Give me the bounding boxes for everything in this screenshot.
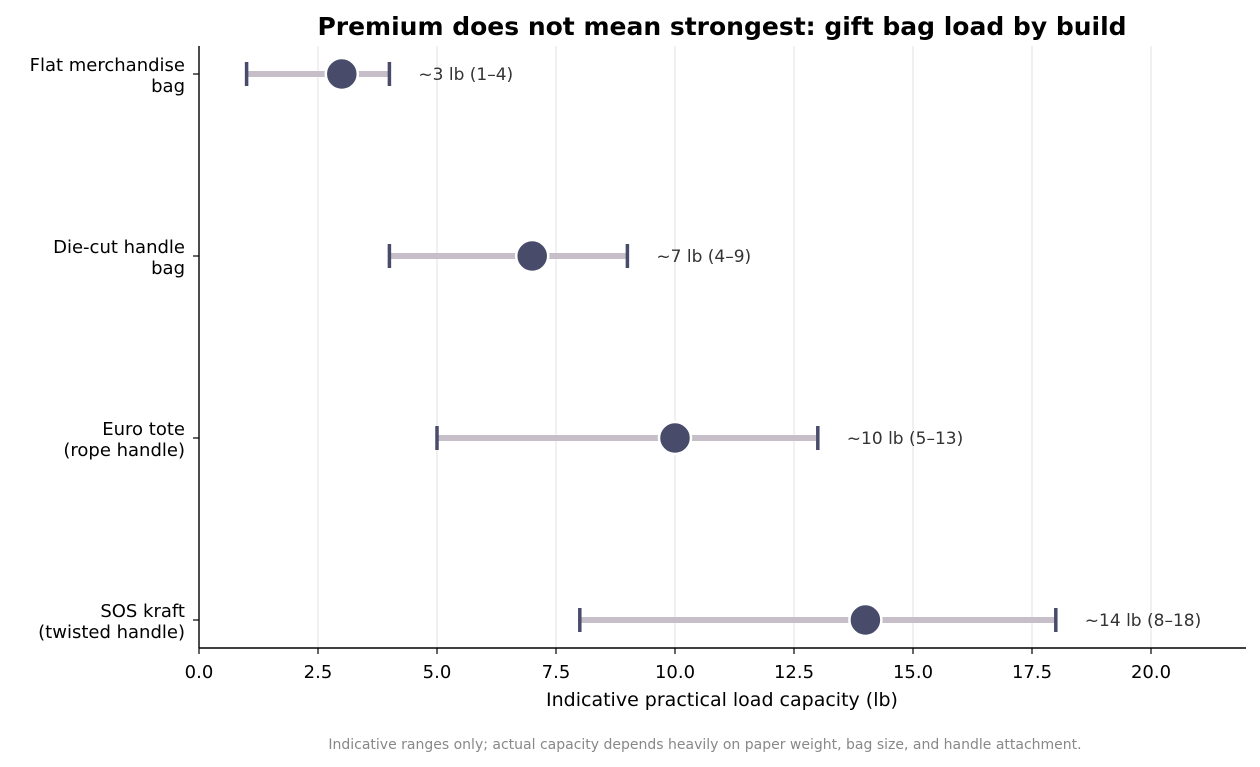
- grid-lines: [317, 46, 1152, 648]
- midpoint-dot: [514, 238, 550, 274]
- x-axis-label: Indicative practical load capacity (lb): [546, 689, 898, 711]
- category-label-line: Die-cut handle: [53, 237, 185, 258]
- category-label-line: (rope handle): [63, 440, 185, 461]
- chart-title: Premium does not mean strongest: gift ba…: [317, 12, 1126, 41]
- x-tick-label: 12.5: [774, 662, 814, 683]
- x-tick-label: 15.0: [893, 662, 933, 683]
- axes: [198, 46, 1246, 649]
- x-tick-label: 2.5: [304, 662, 333, 683]
- data-annotation: ~14 lb (8–18): [1085, 611, 1201, 631]
- category-label-line: bag: [151, 258, 185, 279]
- x-tick-label: 0.0: [185, 662, 214, 683]
- midpoint-dot: [848, 602, 883, 638]
- category-label-line: SOS kraft: [100, 601, 185, 622]
- category-label-line: Flat merchandise: [30, 55, 185, 76]
- range-bars: ~3 lb (1–4) ~7 lb (4–9) ~10 lb (5–13) ~14 l…: [244, 56, 1201, 638]
- midpoint-dot: [657, 420, 693, 456]
- midpoint-dot: [324, 56, 360, 92]
- x-tick-label: 5.0: [423, 662, 452, 683]
- category-label-line: bag: [151, 76, 185, 97]
- category-label-line: (twisted handle): [38, 622, 185, 643]
- x-tick-label: 20.0: [1131, 662, 1171, 683]
- category-label: SOS kraft (twisted handle): [38, 601, 185, 643]
- category-label: Euro tote (rope handle): [63, 419, 185, 461]
- x-tick-label: 10.0: [655, 662, 695, 683]
- data-annotation: ~7 lb (4–9): [656, 247, 751, 267]
- category-label-line: Euro tote: [102, 419, 185, 440]
- data-annotation: ~3 lb (1–4): [418, 65, 513, 85]
- x-tick-label: 17.5: [1012, 662, 1052, 683]
- x-tick-label: 7.5: [542, 662, 571, 683]
- data-annotation: ~10 lb (5–13): [847, 429, 963, 449]
- x-ticks: 0.0 2.5 5.0 7.5 10.0 12.5 15.0 17.5 20.0: [185, 648, 1171, 683]
- category-label: Die-cut handle bag: [53, 237, 185, 279]
- category-label: Flat merchandise bag: [30, 55, 185, 97]
- footnote: Indicative ranges only; actual capacity …: [328, 737, 1081, 753]
